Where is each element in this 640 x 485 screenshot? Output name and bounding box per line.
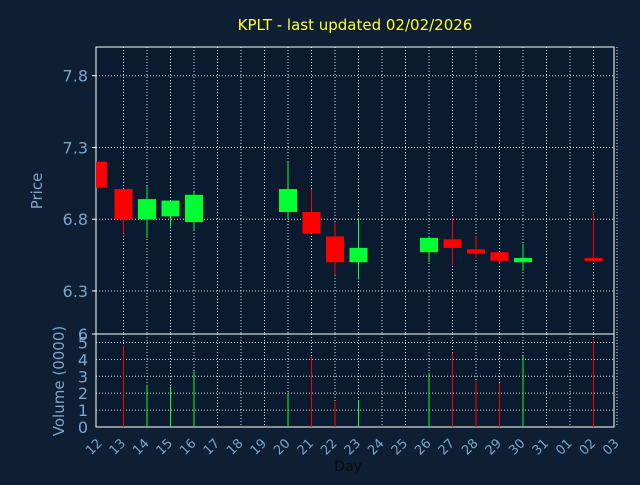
price-tick-label: 6.8 — [63, 210, 88, 229]
candle-body — [302, 212, 321, 234]
candle-body — [584, 257, 603, 261]
candle-body — [467, 249, 485, 254]
candle-body — [279, 189, 297, 213]
price-tick-label: 7.8 — [63, 67, 88, 86]
price-tick-label: 6.3 — [63, 282, 88, 301]
candle-body — [161, 200, 180, 217]
price-axis-ticks: 7.8 7.3 6.8 6.3 6 — [63, 67, 96, 344]
price-tick-label: 6 — [78, 325, 88, 344]
price-panel — [95, 46, 615, 335]
volume-panel — [95, 333, 615, 428]
candle-body — [114, 189, 133, 220]
candle-body — [326, 236, 344, 263]
chart-title: KPLT - last updated 02/02/2026 — [238, 16, 473, 34]
candle-body — [420, 237, 438, 253]
price-tick-label: 7.3 — [63, 138, 88, 157]
x-axis-label: Day — [334, 459, 362, 475]
candle-body — [349, 247, 368, 263]
volume-tick-label: 1 — [78, 401, 88, 420]
candle-body — [443, 239, 462, 248]
volume-bars — [123, 339, 594, 427]
volume-tick-label: 5 — [78, 333, 88, 352]
candle-body — [96, 161, 107, 188]
candle-body — [514, 257, 532, 263]
x-axis-ticks: 12 13 14 15 16 17 18 19 20 21 22 23 24 25 26 27 28 29 30 31… — [83, 436, 622, 458]
candle-body — [490, 252, 509, 261]
grid-layer — [96, 47, 618, 427]
candle-body — [185, 194, 203, 223]
volume-axis-label: Volume (0000) — [50, 326, 68, 436]
volume-tick-label: 2 — [78, 384, 88, 403]
candle-body — [138, 199, 156, 220]
price-axis-label: Price — [28, 173, 46, 210]
volume-tick-label: 3 — [78, 367, 88, 386]
volume-tick-label: 0 — [78, 418, 88, 437]
candles — [96, 161, 603, 280]
volume-tick-label: 4 — [78, 350, 88, 369]
